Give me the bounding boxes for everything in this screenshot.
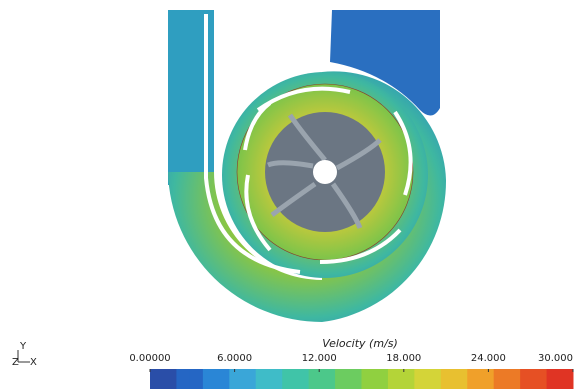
colorbar-tick-label: 24.000	[471, 353, 506, 364]
colorbar-band	[309, 369, 323, 389]
colorbar-band	[295, 369, 309, 389]
triad-label: Y	[19, 341, 27, 352]
colorbar-band	[229, 369, 243, 389]
colorbar-band	[243, 369, 257, 389]
colorbar-band	[533, 369, 547, 389]
pump-geometry	[168, 10, 446, 322]
colorbar-band	[441, 369, 455, 389]
viewport: Y Z X Velocity (m/s) 0.00000 6.0000 12.000…	[0, 0, 583, 389]
colorbar-band	[401, 369, 415, 389]
colorbar-band	[494, 369, 508, 389]
colorbar-tick-label: 12.000	[302, 353, 337, 364]
colorbar-band	[282, 369, 296, 389]
colorbar-band	[362, 369, 376, 389]
colorbar-band	[375, 369, 389, 389]
colorbar-band	[348, 369, 362, 389]
colorbar-band	[547, 369, 561, 389]
colorbar-band	[203, 369, 217, 389]
colorbar-band	[480, 369, 494, 389]
colorbar-band	[216, 369, 230, 389]
colorbar-band	[322, 369, 336, 389]
colorbar-band	[176, 369, 190, 389]
colorbar-band	[190, 369, 204, 389]
colorbar-tick-label: 6.0000	[217, 353, 252, 364]
triad-label: Z	[12, 357, 19, 368]
hub	[313, 160, 337, 184]
colorbar-band	[388, 369, 402, 389]
triad-label: X	[30, 357, 37, 368]
colorbar-band	[560, 369, 574, 389]
colorbar-tick-label: 18.000	[386, 353, 421, 364]
colorbar: 0.00000 6.0000 12.000 18.000 24.000 30.000	[129, 353, 573, 389]
colorbar-band	[335, 369, 349, 389]
colorbar-band	[163, 369, 177, 389]
axis-triad: Y Z X	[12, 341, 37, 368]
colorbar-band	[150, 369, 164, 389]
colorbar-band	[269, 369, 283, 389]
colorbar-title: Velocity (m/s)	[322, 337, 398, 350]
colorbar-band	[256, 369, 270, 389]
colorbar-band	[507, 369, 521, 389]
colorbar-band	[520, 369, 534, 389]
colorbar-band	[454, 369, 468, 389]
colorbar-tick-label: 0.00000	[129, 353, 170, 364]
colorbar-band	[428, 369, 442, 389]
colorbar-tick-label: 30.000	[538, 353, 573, 364]
colorbar-band	[414, 369, 428, 389]
colorbar-band	[467, 369, 481, 389]
